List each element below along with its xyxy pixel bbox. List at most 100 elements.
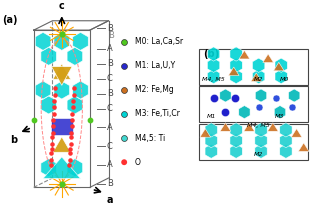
Polygon shape (43, 157, 80, 178)
Text: M4, M5: M4, M5 (202, 77, 225, 83)
Polygon shape (67, 159, 83, 177)
Point (52, 93, 57, 96)
Point (71, 99, 76, 102)
Polygon shape (252, 70, 265, 84)
Polygon shape (280, 144, 292, 158)
Point (274, 96, 279, 100)
Point (289, 106, 294, 109)
Point (232, 96, 237, 100)
Polygon shape (273, 62, 284, 71)
Polygon shape (239, 50, 250, 59)
Polygon shape (41, 159, 56, 177)
Polygon shape (280, 133, 292, 148)
Point (50, 136, 55, 139)
Polygon shape (220, 123, 231, 131)
Polygon shape (220, 89, 231, 102)
Text: O: O (135, 158, 140, 167)
Point (211, 96, 216, 100)
Polygon shape (263, 54, 273, 63)
Polygon shape (35, 32, 51, 50)
Text: M4, M5: M4, M5 (247, 122, 270, 127)
Polygon shape (73, 81, 88, 99)
Polygon shape (230, 123, 242, 137)
Polygon shape (255, 144, 267, 158)
Polygon shape (244, 123, 255, 131)
Polygon shape (41, 47, 56, 65)
Polygon shape (205, 123, 217, 137)
Point (31, 118, 36, 122)
Point (69, 136, 74, 139)
Text: (a): (a) (2, 15, 17, 25)
Text: B: B (107, 59, 113, 68)
Text: A: A (107, 160, 112, 169)
Polygon shape (207, 47, 220, 61)
Text: (b): (b) (203, 49, 219, 59)
Point (67, 163, 72, 166)
Text: M3: Fe,Ti,Cr: M3: Fe,Ti,Cr (135, 109, 179, 118)
Polygon shape (230, 133, 242, 148)
Point (68, 152, 73, 155)
Text: M1: La,U,Y: M1: La,U,Y (135, 61, 175, 70)
Text: B: B (109, 31, 115, 40)
Point (51, 125, 56, 128)
Point (51, 106, 56, 109)
Polygon shape (54, 32, 70, 50)
Text: M0: M0 (280, 77, 290, 83)
Polygon shape (53, 137, 71, 152)
Point (48, 158, 54, 161)
Polygon shape (291, 129, 302, 137)
Text: M2: M2 (254, 77, 263, 83)
Point (59, 32, 64, 35)
Point (50, 131, 55, 134)
Text: B: B (107, 179, 113, 188)
Polygon shape (73, 32, 88, 50)
Polygon shape (207, 58, 220, 72)
Text: a: a (107, 195, 113, 205)
Point (49, 142, 54, 146)
Polygon shape (267, 123, 278, 131)
Point (223, 110, 228, 114)
Polygon shape (67, 47, 83, 65)
Polygon shape (280, 123, 292, 137)
Polygon shape (228, 67, 239, 76)
Text: C: C (107, 104, 113, 113)
Point (122, 160, 127, 164)
Polygon shape (205, 133, 217, 148)
Point (67, 158, 72, 161)
Polygon shape (54, 81, 70, 99)
Polygon shape (230, 70, 242, 84)
Polygon shape (275, 58, 287, 72)
Text: M3: M3 (275, 114, 285, 119)
Polygon shape (51, 67, 72, 85)
Text: B: B (107, 24, 113, 33)
Polygon shape (239, 106, 250, 119)
Polygon shape (251, 73, 261, 81)
Point (70, 112, 75, 115)
Polygon shape (256, 89, 267, 102)
Polygon shape (274, 106, 285, 119)
Point (49, 147, 54, 150)
Text: M0: La,Ca,Sr: M0: La,Ca,Sr (135, 37, 183, 46)
Point (122, 88, 127, 92)
Polygon shape (230, 144, 242, 158)
Point (256, 106, 261, 109)
Point (51, 118, 56, 122)
Polygon shape (230, 58, 242, 72)
Point (70, 118, 75, 122)
Polygon shape (35, 81, 51, 99)
Text: C: C (107, 74, 113, 83)
FancyBboxPatch shape (199, 86, 309, 122)
FancyBboxPatch shape (51, 118, 73, 135)
Point (49, 152, 54, 155)
Polygon shape (67, 96, 83, 114)
FancyBboxPatch shape (199, 124, 309, 160)
Point (71, 87, 76, 90)
Point (59, 182, 64, 185)
Point (48, 163, 53, 166)
Text: M2: Fe,Mg: M2: Fe,Mg (135, 85, 173, 94)
Text: M2: M2 (254, 152, 263, 157)
Text: C: C (107, 142, 113, 151)
Polygon shape (255, 133, 267, 148)
Point (52, 99, 57, 102)
Polygon shape (289, 89, 300, 102)
